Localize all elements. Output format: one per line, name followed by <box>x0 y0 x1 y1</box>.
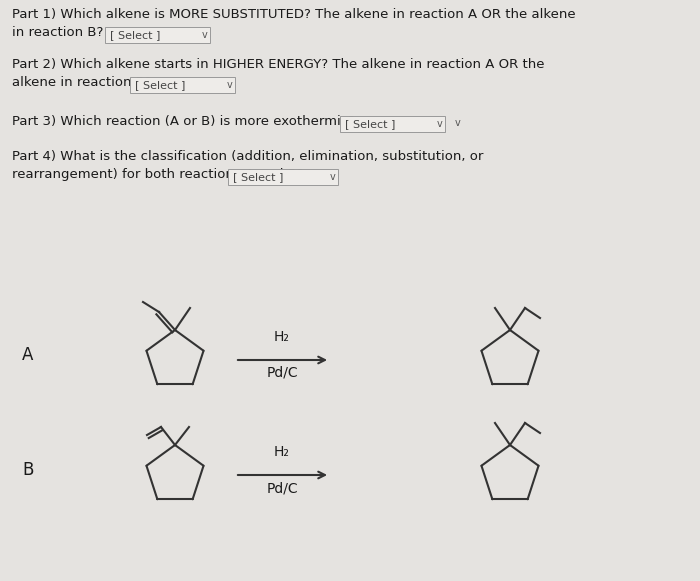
Text: alkene in reaction B?: alkene in reaction B? <box>12 76 152 89</box>
Text: [ Select ]: [ Select ] <box>233 172 284 182</box>
Text: [ Select ]: [ Select ] <box>110 30 160 40</box>
Bar <box>340 116 445 132</box>
Text: Pd/C: Pd/C <box>266 366 298 380</box>
Text: H₂: H₂ <box>274 330 290 344</box>
Text: v: v <box>437 119 442 129</box>
Text: rearrangement) for both reactions A and B?: rearrangement) for both reactions A and … <box>12 168 304 181</box>
Bar <box>105 27 210 43</box>
Text: H₂: H₂ <box>274 445 290 459</box>
Text: [ Select ]: [ Select ] <box>135 80 186 90</box>
Text: Pd/C: Pd/C <box>266 481 298 495</box>
Bar <box>228 169 338 185</box>
Text: Part 3) Which reaction (A or B) is more exothermic?: Part 3) Which reaction (A or B) is more … <box>12 115 355 128</box>
Text: B: B <box>22 461 34 479</box>
Text: v: v <box>202 30 208 40</box>
Text: Part 2) Which alkene starts in HIGHER ENERGY? The alkene in reaction A OR the: Part 2) Which alkene starts in HIGHER EN… <box>12 58 545 71</box>
Text: Part 4) What is the classification (addition, elimination, substitution, or: Part 4) What is the classification (addi… <box>12 150 484 163</box>
Text: Part 1) Which alkene is MORE SUBSTITUTED? The alkene in reaction A OR the alkene: Part 1) Which alkene is MORE SUBSTITUTED… <box>12 8 575 21</box>
Text: [ Select ]: [ Select ] <box>345 119 396 129</box>
Text: A: A <box>22 346 34 364</box>
Bar <box>130 77 235 93</box>
Text: in reaction B?: in reaction B? <box>12 26 104 39</box>
Text: v: v <box>227 80 232 90</box>
Text: v: v <box>455 118 461 128</box>
Text: v: v <box>330 172 336 182</box>
